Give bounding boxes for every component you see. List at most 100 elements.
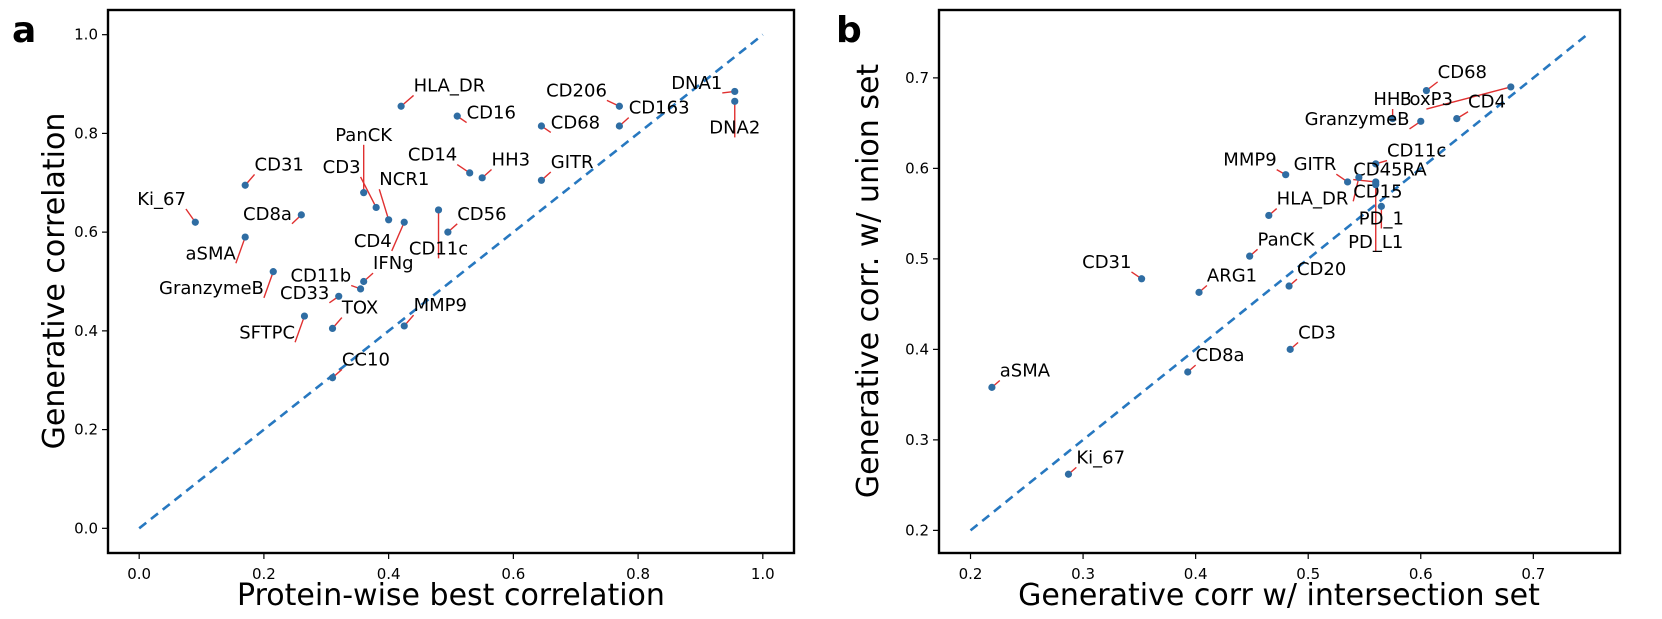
data-point xyxy=(1377,202,1385,210)
point-label: PD_1 xyxy=(1359,208,1404,229)
data-point xyxy=(444,228,452,236)
y-tick-label: 0.6 xyxy=(905,159,929,177)
point-label: DNA1 xyxy=(671,73,722,94)
data-point xyxy=(328,324,337,332)
panel-a-x-axis-title: Protein-wise best correlation xyxy=(237,578,665,613)
y-tick-label: 0.3 xyxy=(905,431,929,449)
point-label: TOX xyxy=(341,298,378,319)
point-label: GranzymeB xyxy=(1305,109,1410,130)
data-point xyxy=(1372,160,1380,168)
data-point xyxy=(1285,282,1293,290)
panel-b: b 0.2 0.3 0.4 0.5 0.6 0.7 0.2 0.3 0.4 0.5 0.6 0.7 CD… xyxy=(836,8,1622,613)
data-point xyxy=(1064,470,1073,478)
data-point xyxy=(360,189,368,197)
x-tick-label: 0.8 xyxy=(626,565,650,583)
x-tick-label: 0.4 xyxy=(1184,565,1208,583)
leader-line xyxy=(235,236,246,264)
point-label: HLA_DR xyxy=(1277,189,1349,210)
point-label: PanCK xyxy=(1258,229,1316,250)
data-point xyxy=(615,122,623,130)
point-label: GranzymeB xyxy=(159,278,264,299)
point-label: aSMA xyxy=(1000,361,1051,382)
data-point xyxy=(1195,288,1203,296)
leader-line xyxy=(263,271,274,299)
x-tick-label: 0.6 xyxy=(501,565,525,583)
data-point xyxy=(1246,252,1254,260)
x-tick-label: 0.2 xyxy=(959,565,983,583)
point-label: CD31 xyxy=(255,154,304,175)
data-point xyxy=(537,122,546,130)
panel-a-marks: 0.0 0.2 0.4 0.6 0.8 1.0 0.0 0.2 0.4 0.6 0.8 1.0 HLA_… xyxy=(74,26,775,583)
point-label: CD45RA xyxy=(1353,160,1427,181)
point-label: CD3 xyxy=(323,157,361,178)
point-label: HH3 xyxy=(1373,89,1412,110)
point-label: IFNg xyxy=(373,253,414,274)
point-label: PD_L1 xyxy=(1348,232,1403,253)
data-point xyxy=(397,102,405,110)
data-point xyxy=(615,102,623,110)
data-point xyxy=(400,322,408,330)
x-tick-label: 0.2 xyxy=(252,565,276,583)
point-label: CD68 xyxy=(551,112,600,133)
point-label: CD11c xyxy=(409,238,468,259)
leader-line xyxy=(391,221,405,252)
data-point xyxy=(1286,345,1294,353)
data-point xyxy=(1417,117,1425,125)
point-label: CD15 xyxy=(1353,181,1402,202)
y-tick-label: 0.7 xyxy=(905,69,929,87)
point-label: CD56 xyxy=(457,204,506,225)
point-label: MMP9 xyxy=(1223,150,1276,171)
point-label: SFTPC xyxy=(239,322,295,343)
panel-b-marks: 0.2 0.3 0.4 0.5 0.6 0.7 0.2 0.3 0.4 0.5 0.6 0.7 CD68… xyxy=(905,31,1591,583)
point-label: CD68 xyxy=(1438,62,1487,83)
point-label: CD163 xyxy=(629,98,690,119)
data-point xyxy=(300,312,309,320)
point-label: CD8a xyxy=(243,204,292,225)
leader-line xyxy=(1426,86,1511,110)
x-tick-label: 0.5 xyxy=(1296,565,1320,583)
y-tick-label: 0.4 xyxy=(74,322,98,340)
y-tick-label: 0.8 xyxy=(74,124,98,142)
point-label: CD8a xyxy=(1196,345,1245,366)
x-tick-label: 1.0 xyxy=(751,565,775,583)
data-point xyxy=(1389,115,1397,123)
data-point xyxy=(1355,173,1363,182)
point-label: GITR xyxy=(1294,154,1337,175)
point-label: CD206 xyxy=(546,80,607,101)
point-label: GITR xyxy=(551,152,594,173)
data-point xyxy=(1344,178,1352,186)
point-label: CD4 xyxy=(1468,92,1506,113)
point-label: NCR1 xyxy=(379,169,429,190)
data-point xyxy=(297,211,305,219)
point-label: FoxP3 xyxy=(1400,89,1453,110)
data-point xyxy=(241,181,249,189)
data-point xyxy=(1422,86,1430,95)
data-point xyxy=(400,218,408,226)
point-label: CD4 xyxy=(354,231,392,252)
point-label: CD11b xyxy=(290,266,351,287)
data-point xyxy=(537,176,546,184)
point-label: CD31 xyxy=(1082,252,1131,273)
point-label: CD14 xyxy=(408,145,457,166)
data-point xyxy=(1282,171,1290,179)
panel-a: a 0.0 0.2 0.4 0.6 0.8 1.0 0.0 0.2 0.4 0.6 0.8 1.0 HL… xyxy=(12,8,796,613)
leader-line xyxy=(359,176,377,208)
x-tick-label: 0.7 xyxy=(1521,565,1545,583)
point-label: HLA_DR xyxy=(414,75,486,96)
leader-line xyxy=(378,189,390,221)
y-tick-label: 0.4 xyxy=(905,340,929,358)
x-tick-label: 0.6 xyxy=(1409,565,1433,583)
point-label: aSMA xyxy=(186,243,237,264)
x-tick-label: 0.3 xyxy=(1071,565,1095,583)
data-point xyxy=(453,112,461,120)
data-point xyxy=(466,169,474,177)
data-point xyxy=(356,285,365,293)
reference-line xyxy=(138,33,764,530)
y-tick-label: 0.2 xyxy=(905,521,929,539)
x-tick-label: 0.4 xyxy=(377,565,401,583)
data-point xyxy=(360,277,368,286)
data-point xyxy=(1184,368,1192,376)
data-point xyxy=(335,292,343,300)
panel-b-x-axis-title: Generative corr w/ intersection set xyxy=(1018,578,1540,613)
panel-a-y-axis-title: Generative correlation xyxy=(37,113,72,450)
